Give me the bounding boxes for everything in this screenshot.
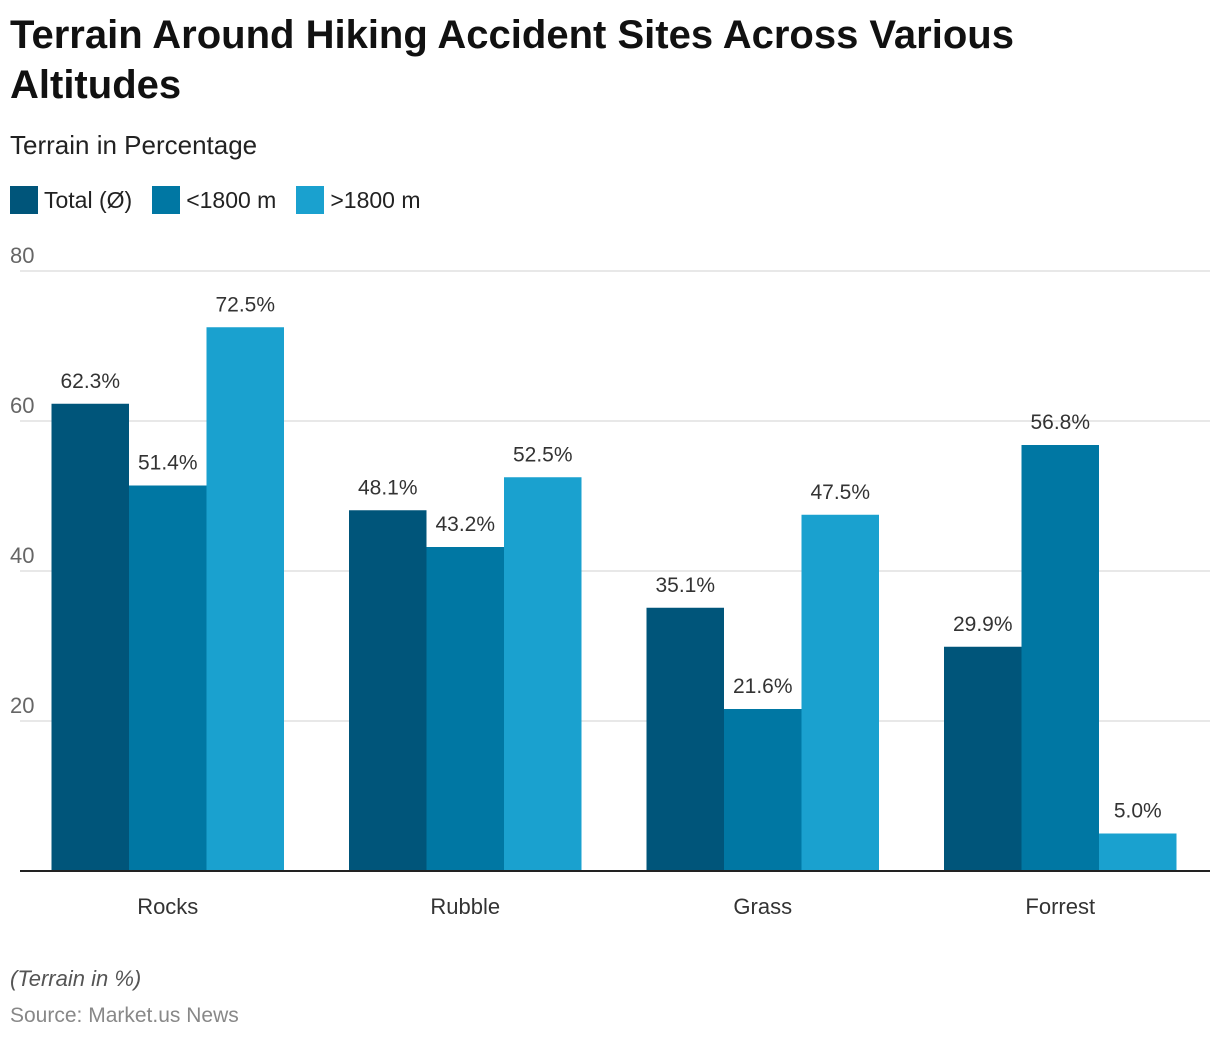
chart-note: (Terrain in %) [10, 966, 142, 991]
legend: Total (Ø) <1800 m >1800 m [10, 186, 441, 214]
data-label: 43.2% [435, 513, 495, 536]
bar [504, 477, 582, 871]
legend-label-below-1800: <1800 m [186, 186, 277, 213]
legend-swatch-above-1800 [296, 186, 325, 214]
y-tick-label: 60 [10, 393, 34, 418]
data-label: 5.0% [1114, 800, 1162, 823]
data-label: 48.1% [358, 476, 418, 499]
bar [801, 514, 879, 871]
bar [349, 510, 427, 871]
chart-subtitle: Terrain in Percentage [10, 130, 258, 160]
data-label: 51.4% [138, 452, 198, 475]
x-tick-label: Rocks [137, 894, 198, 919]
x-tick-label: Forrest [1025, 894, 1095, 919]
bar [129, 485, 207, 871]
bar [1099, 833, 1177, 871]
legend-item-total: Total (Ø) [10, 186, 132, 214]
x-tick-label: Grass [733, 894, 792, 919]
data-label: 21.6% [733, 675, 793, 698]
data-label: 35.1% [655, 574, 715, 597]
data-label: 29.9% [953, 613, 1013, 636]
data-label: 62.3% [60, 370, 120, 393]
legend-item-above-1800: >1800 m [296, 186, 421, 214]
legend-swatch-total [10, 186, 38, 214]
legend-item-below-1800: <1800 m [152, 186, 276, 214]
bar [1021, 445, 1099, 871]
y-tick-label: 40 [10, 543, 34, 568]
data-label: 52.5% [513, 443, 573, 466]
legend-label-total: Total (Ø) [44, 186, 133, 213]
bar [206, 327, 284, 871]
bar [51, 403, 129, 871]
legend-swatch-below-1800 [152, 186, 181, 214]
y-tick-label: 20 [10, 693, 34, 718]
chart-source: Source: Market.us News [10, 1004, 239, 1027]
bar [426, 547, 504, 871]
bar [724, 709, 802, 871]
bar [944, 646, 1022, 871]
legend-label-above-1800: >1800 m [330, 186, 421, 213]
chart-title: Terrain Around Hiking Accident Sites Acr… [10, 13, 1014, 107]
data-label: 47.5% [810, 481, 870, 504]
bar [646, 607, 724, 871]
x-tick-label: Rubble [430, 894, 500, 919]
data-label: 56.8% [1030, 411, 1090, 434]
data-label: 72.5% [215, 293, 275, 316]
y-tick-label: 80 [10, 243, 34, 268]
